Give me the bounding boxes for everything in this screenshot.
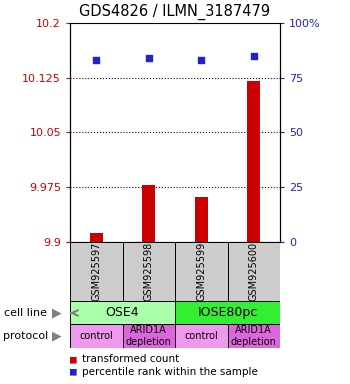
Text: transformed count: transformed count (82, 354, 180, 364)
Text: ▶: ▶ (52, 329, 61, 343)
Text: ■: ■ (70, 354, 77, 364)
Text: control: control (79, 331, 113, 341)
Bar (247, 81, 260, 242)
Bar (70, 242, 122, 301)
Text: percentile rank within the sample: percentile rank within the sample (82, 367, 258, 377)
Bar (175, 301, 280, 324)
Point (198, 57, 204, 63)
Text: cell line: cell line (4, 308, 47, 318)
Text: IOSE80pc: IOSE80pc (197, 306, 258, 319)
Bar (195, 197, 208, 242)
Text: protocol: protocol (4, 331, 49, 341)
Text: ■: ■ (70, 367, 77, 377)
Point (146, 55, 152, 61)
Title: GDS4826 / ILMN_3187479: GDS4826 / ILMN_3187479 (79, 4, 271, 20)
Bar (70, 324, 122, 348)
Text: GSM925598: GSM925598 (144, 242, 154, 301)
Bar (70, 301, 175, 324)
Bar (122, 242, 175, 301)
Text: GSM925600: GSM925600 (249, 242, 259, 301)
Text: GSM925597: GSM925597 (91, 242, 101, 301)
Point (93, 57, 99, 63)
Bar (175, 324, 228, 348)
Bar (90, 233, 103, 242)
Bar (228, 242, 280, 301)
Text: ARID1A
depletion: ARID1A depletion (126, 325, 172, 347)
Bar (142, 185, 155, 242)
Bar (228, 324, 280, 348)
Text: ▶: ▶ (52, 306, 61, 319)
Point (251, 53, 257, 59)
Bar (122, 324, 175, 348)
Text: control: control (184, 331, 218, 341)
Text: ARID1A
depletion: ARID1A depletion (231, 325, 277, 347)
Text: OSE4: OSE4 (106, 306, 139, 319)
Text: GSM925599: GSM925599 (196, 242, 206, 301)
Bar (175, 242, 228, 301)
